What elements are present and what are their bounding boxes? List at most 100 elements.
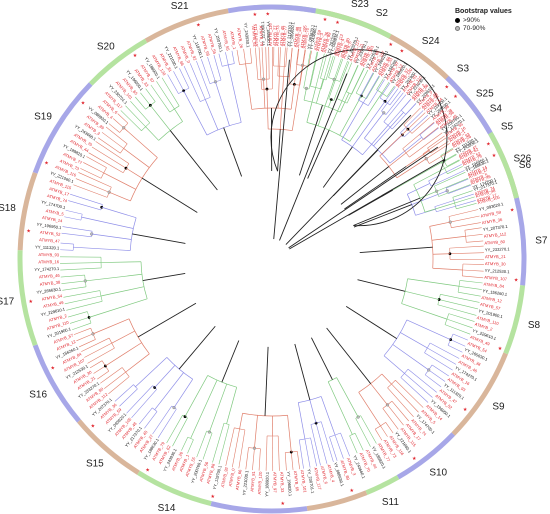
tree-branch (80, 168, 102, 179)
tree-branch (167, 74, 179, 94)
tree-branch (142, 273, 186, 281)
tree-branch (231, 50, 235, 64)
tree-branch (117, 113, 129, 124)
tree-branch (364, 112, 385, 139)
ring-segment-s17 (17, 250, 38, 347)
tree-branch (183, 90, 208, 136)
tree-branch (387, 387, 414, 417)
tree-branch (328, 100, 343, 131)
tree-branch (458, 291, 481, 297)
star-icon: ★ (412, 456, 417, 462)
leaf-label: ATMYB_70 (302, 27, 310, 49)
tree-branch (413, 184, 426, 213)
bootstrap-high-marker (314, 421, 318, 425)
tree-branch (183, 65, 201, 102)
tree-branch (89, 360, 103, 369)
tree-branch (310, 85, 322, 90)
tree-branch (389, 90, 402, 106)
leaf-label: YY_093620.1 (306, 24, 315, 50)
subfamily-label-s6: S6 (519, 160, 532, 171)
tree-branch (120, 110, 142, 131)
tree-branch (437, 304, 477, 316)
tree-branch (215, 81, 230, 126)
ring-segment-s18 (17, 171, 38, 251)
leaf-label: ATMYB_65 (293, 470, 300, 492)
tree-branch (447, 166, 463, 175)
tree-branch (452, 333, 468, 341)
leaf-label: ATMYB_48 (293, 26, 300, 48)
tree-branch (138, 407, 153, 425)
subfamily-label-s21: S21 (171, 1, 189, 12)
tree-branch (174, 108, 183, 122)
subfamily-label-s4: S4 (490, 104, 503, 115)
tree-branch (105, 342, 142, 367)
leaf-label: ATMYB_17 (476, 192, 498, 203)
tree-branch (352, 101, 386, 148)
tree-branch (80, 214, 83, 221)
tree-branch (340, 432, 350, 457)
subfamily-ring (17, 4, 527, 514)
subfamily-label-s24: S24 (422, 36, 440, 47)
tree-branch (363, 75, 380, 103)
tree-branch (249, 48, 253, 64)
tree-branch (123, 127, 158, 158)
tree-branch (340, 166, 390, 205)
leaf-label: ATMYB_2 (48, 313, 68, 323)
tree-branch (431, 235, 466, 241)
star-icon: ★ (196, 23, 201, 29)
tree-branch (133, 384, 138, 390)
leaf-label: ATMYB_17 (49, 186, 71, 197)
tree-branch (114, 384, 134, 402)
tree-branch (279, 76, 284, 130)
tree-branch (91, 233, 132, 240)
tree-branch (99, 290, 103, 302)
tree-branch (346, 67, 365, 104)
tree-branch (101, 261, 142, 263)
tree-branch (258, 448, 261, 471)
tree-branch (308, 51, 318, 90)
tree-branch (277, 435, 280, 471)
leaf-label: ATMYB_74 (474, 185, 496, 196)
ring-segment-s12 (306, 490, 368, 512)
ring-segment-s23 (315, 8, 392, 39)
leaf-label: ATMYB_6 (320, 465, 329, 485)
tree-branch (302, 49, 306, 66)
tree-branch (411, 117, 430, 134)
leaf-label: ATMYB_36 (481, 217, 503, 226)
tree-branch (391, 400, 409, 422)
tree-branch (320, 55, 332, 90)
star-icon: ★ (44, 161, 49, 167)
subfamily-label-s10: S10 (429, 467, 447, 478)
tree-branch (298, 104, 323, 176)
star-icon: ★ (514, 278, 519, 284)
subfamily-label-s25: S25 (476, 88, 494, 99)
tree-branch (108, 123, 120, 133)
tree-branch (86, 156, 107, 168)
tree-branch (310, 424, 321, 466)
tree-branch (452, 190, 473, 198)
tree-branch (376, 78, 384, 90)
tree-branch (121, 367, 130, 377)
tree-branch (325, 55, 334, 81)
leaf-label: ATMYB_1 (229, 31, 237, 51)
leaf-label: ATMYB_47 (39, 237, 61, 244)
tree-branch (307, 129, 330, 179)
leaf-label: ATMYB_45 (279, 25, 285, 47)
tree-branch (358, 72, 374, 101)
tree-branch (339, 92, 350, 113)
tree-branch (156, 81, 175, 110)
leaf-label: ATMYB_105 (477, 194, 501, 205)
tree-branch (429, 221, 451, 227)
tree-branch (441, 154, 457, 164)
tree-branch (81, 337, 110, 352)
tree-branch (385, 92, 404, 115)
tree-branch (388, 152, 407, 167)
leaf-label: ATMYB_110 (476, 315, 500, 326)
tree-branch (428, 180, 432, 186)
tree-branch (60, 249, 74, 251)
tree-branch (450, 215, 480, 223)
tree-branch (179, 68, 190, 89)
tree-branch (466, 240, 484, 243)
tree-branch (429, 226, 434, 269)
tree-branch (320, 421, 334, 463)
